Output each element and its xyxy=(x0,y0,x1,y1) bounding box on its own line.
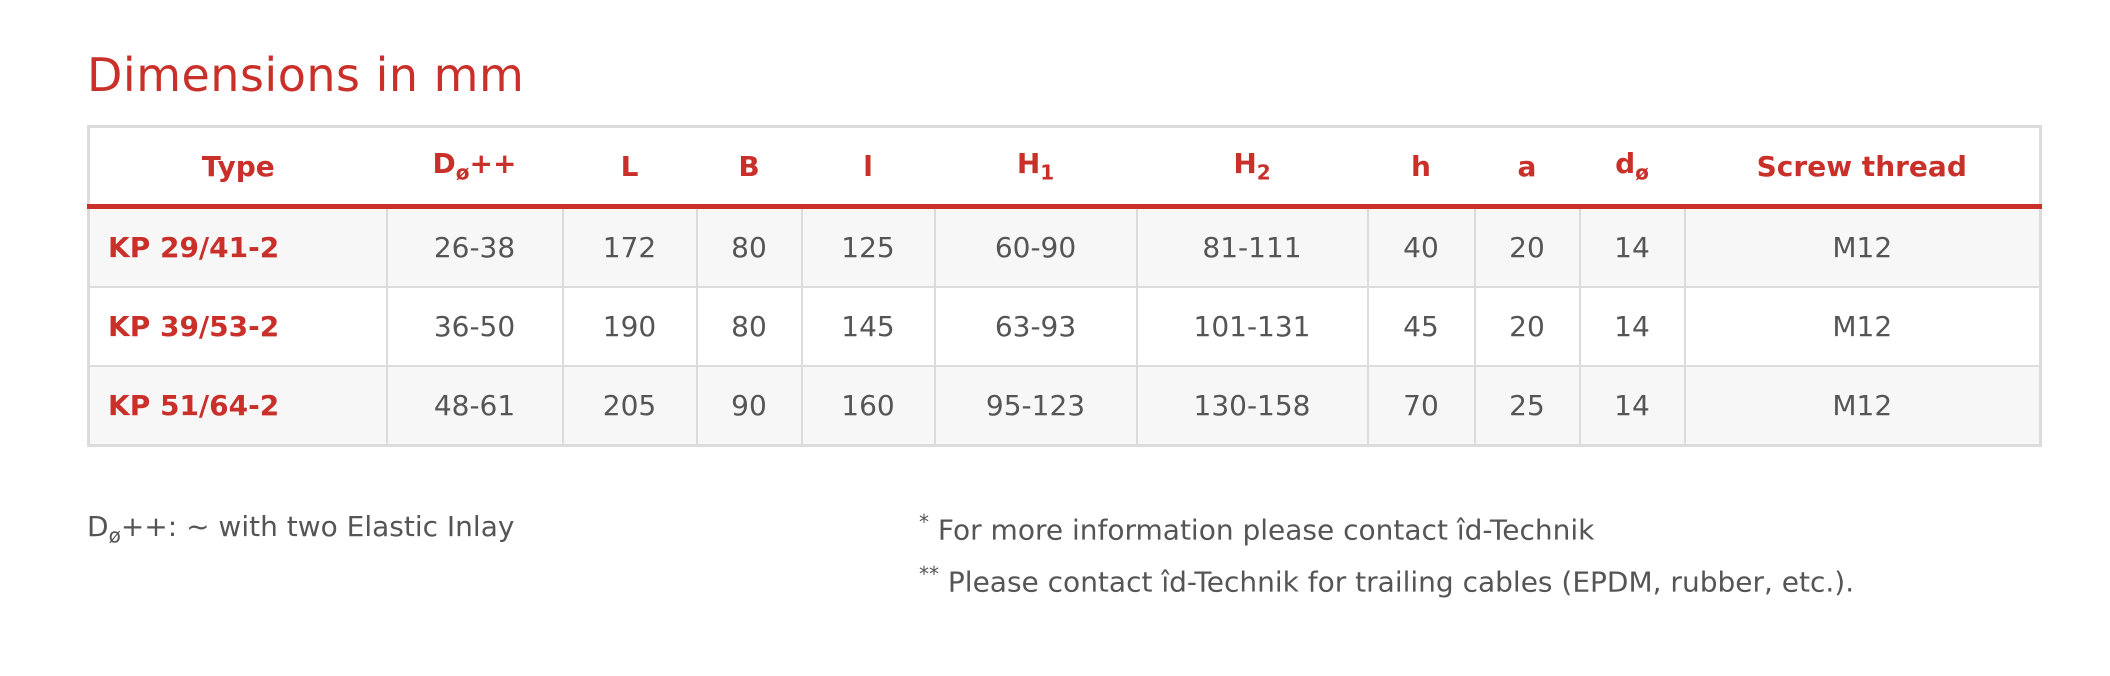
value-cell: 70 xyxy=(1366,365,1476,447)
footnote-text: For more information please contact îd-T… xyxy=(929,513,1595,547)
page-title: Dimensions in mm xyxy=(87,48,525,102)
header-label: H xyxy=(1233,147,1257,181)
value-cell: 26-38 xyxy=(385,205,564,288)
value-cell: 125 xyxy=(800,205,936,288)
column-header: a xyxy=(1474,126,1580,209)
table-row: KP 29/41-2 26-38 172 80 125 60-90 81-111 40 20 14… xyxy=(87,205,2042,288)
value-cell: 205 xyxy=(561,365,698,447)
value-cell: 90 xyxy=(695,365,803,447)
value-cell: 14 xyxy=(1578,365,1686,447)
header-label: Type xyxy=(201,149,275,183)
value-cell: M12 xyxy=(1683,286,2042,367)
d-subscript: ø xyxy=(108,523,121,548)
column-header: l xyxy=(801,126,935,209)
header-label: B xyxy=(738,149,760,183)
value-cell: 40 xyxy=(1366,205,1476,288)
header-label: Screw thread xyxy=(1756,149,1967,183)
footnote-mark: * xyxy=(919,510,929,534)
d-footnote: Dø++: ~ with two Elastic Inlay xyxy=(87,510,514,548)
column-header: dø xyxy=(1579,126,1685,209)
value-cell: 63-93 xyxy=(933,286,1138,367)
value-cell: 36-50 xyxy=(385,286,564,367)
footnote-text: Please contact îd-Technik for trailing c… xyxy=(939,565,1855,599)
table-row: KP 39/53-2 36-50 190 80 145 63-93 101-131 45 20 1… xyxy=(87,286,2042,367)
header-label: d xyxy=(1615,147,1636,181)
value-cell: 60-90 xyxy=(933,205,1138,288)
value-cell: 20 xyxy=(1473,205,1581,288)
value-cell: 95-123 xyxy=(933,365,1138,447)
value-cell: M12 xyxy=(1683,365,2042,447)
value-cell: 160 xyxy=(800,365,936,447)
column-header: H1 xyxy=(934,126,1137,209)
table-row: KP 51/64-2 48-61 205 90 160 95-123 130-158 70 25… xyxy=(87,365,2042,447)
value-cell: 20 xyxy=(1473,286,1581,367)
column-header: Screw thread xyxy=(1684,126,2041,209)
column-header: H2 xyxy=(1136,126,1368,209)
value-cell: 45 xyxy=(1366,286,1476,367)
column-header: B xyxy=(696,126,802,209)
type-cell: KP 51/64-2 xyxy=(87,365,388,447)
value-cell: 14 xyxy=(1578,286,1686,367)
value-cell: 145 xyxy=(800,286,936,367)
column-header: Dø++ xyxy=(386,126,563,209)
header-label: h xyxy=(1411,149,1431,183)
value-cell: 25 xyxy=(1473,365,1581,447)
header-label: D xyxy=(432,147,456,181)
value-cell: 81-111 xyxy=(1135,205,1369,288)
d-footnote-text: ++: ~ with two Elastic Inlay xyxy=(120,510,515,543)
header-label: H xyxy=(1016,147,1041,181)
header-label: a xyxy=(1517,149,1537,183)
header-label: l xyxy=(863,149,873,183)
header-subscript: 1 xyxy=(1040,160,1055,185)
value-cell: 48-61 xyxy=(385,365,564,447)
value-cell: 190 xyxy=(561,286,698,367)
column-header: h xyxy=(1367,126,1475,209)
header-label: L xyxy=(620,149,639,183)
header-subscript: 2 xyxy=(1256,160,1271,185)
type-cell: KP 29/41-2 xyxy=(87,205,388,288)
value-cell: 80 xyxy=(695,286,803,367)
value-cell: 172 xyxy=(561,205,698,288)
header-subscript: ø xyxy=(1635,160,1649,185)
type-cell: KP 39/53-2 xyxy=(87,286,388,367)
d-symbol: D xyxy=(87,510,109,543)
footnote-2: ** Please contact îd-Technik for trailin… xyxy=(919,562,1854,598)
value-cell: 80 xyxy=(695,205,803,288)
value-cell: 14 xyxy=(1578,205,1686,288)
header-suffix: ++ xyxy=(469,147,517,181)
value-cell: 130-158 xyxy=(1135,365,1369,447)
column-header: L xyxy=(562,126,697,209)
column-header: Type xyxy=(88,126,387,209)
header-subscript: ø xyxy=(455,160,470,185)
value-cell: M12 xyxy=(1683,205,2042,288)
footnote-mark: ** xyxy=(919,562,939,586)
footnote-1: * For more information please contact îd… xyxy=(919,510,1594,546)
value-cell: 101-131 xyxy=(1135,286,1369,367)
